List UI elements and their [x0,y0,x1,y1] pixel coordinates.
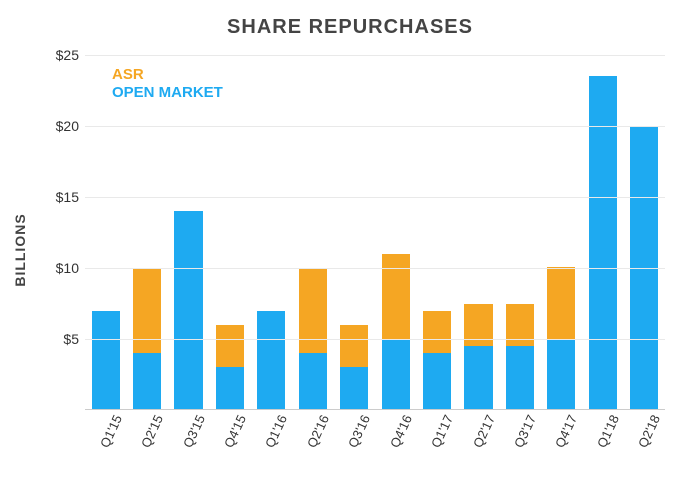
grid-line [85,268,665,269]
bar: Q1'17 [423,55,451,410]
y-tick-label: $15 [56,189,85,205]
bar: Q1'15 [92,55,120,410]
x-tick-label: Q2'17 [464,410,498,450]
grid-line [85,126,665,127]
bar: Q3'17 [506,55,534,410]
x-tick-label: Q4'15 [215,410,249,450]
bar-segment-open-market [423,353,451,410]
bar-segment-asr [299,268,327,353]
x-tick-label: Q2'15 [133,410,167,450]
grid-line [85,55,665,56]
y-tick-label: $10 [56,260,85,276]
bar-segment-open-market [92,311,120,410]
bar-segment-asr [340,325,368,368]
bar: Q1'18 [589,55,617,410]
x-tick-label: Q3'16 [340,410,374,450]
x-tick-label: Q3'15 [174,410,208,450]
bar-segment-open-market [257,311,285,410]
grid-line [85,339,665,340]
bar: Q2'18 [630,55,658,410]
bar: Q2'15 [133,55,161,410]
x-tick-label: Q1'17 [423,410,457,450]
bar-segment-open-market [506,346,534,410]
grid-line [85,197,665,198]
y-tick-label: $25 [56,47,85,63]
x-axis-baseline [85,409,665,410]
bar-segment-open-market [382,339,410,410]
bar: Q4'17 [547,55,575,410]
chart-title: SHARE REPURCHASES [20,16,680,39]
bar-segment-asr [382,254,410,339]
bar-segment-asr [133,268,161,353]
y-axis-title: BILLIONS [12,213,28,286]
bar: Q4'16 [382,55,410,410]
x-tick-label: Q1'18 [588,410,622,450]
x-tick-label: Q2'18 [630,410,664,450]
y-tick-label: $20 [56,118,85,134]
x-tick-label: Q4'17 [547,410,581,450]
y-tick-label: $5 [63,331,85,347]
bar-segment-open-market [547,339,575,410]
bar: Q1'16 [257,55,285,410]
bar-segment-open-market [216,367,244,410]
x-tick-label: Q3'17 [505,410,539,450]
bar-segment-asr [216,325,244,368]
bar-segment-open-market [464,346,492,410]
bar-segment-open-market [299,353,327,410]
bar-segment-open-market [133,353,161,410]
bar: Q2'17 [464,55,492,410]
share-repurchases-chart: SHARE REPURCHASES BILLIONS ASROPEN MARKE… [0,0,700,500]
bar-segment-open-market [174,211,202,410]
bar-segment-asr [547,267,575,339]
x-tick-label: Q2'16 [298,410,332,450]
bar: Q3'15 [174,55,202,410]
x-tick-label: Q1'16 [257,410,291,450]
bar: Q4'15 [216,55,244,410]
bar-segment-open-market [340,367,368,410]
bar: Q3'16 [340,55,368,410]
bar-segment-asr [423,311,451,354]
bar: Q2'16 [299,55,327,410]
x-tick-label: Q1'15 [91,410,125,450]
plot-area: Q1'15 Q2'15 Q3'15 Q4'15 Q1'16 Q2'16 Q3'16 Q4'16… [85,55,665,410]
x-tick-label: Q4'16 [381,410,415,450]
